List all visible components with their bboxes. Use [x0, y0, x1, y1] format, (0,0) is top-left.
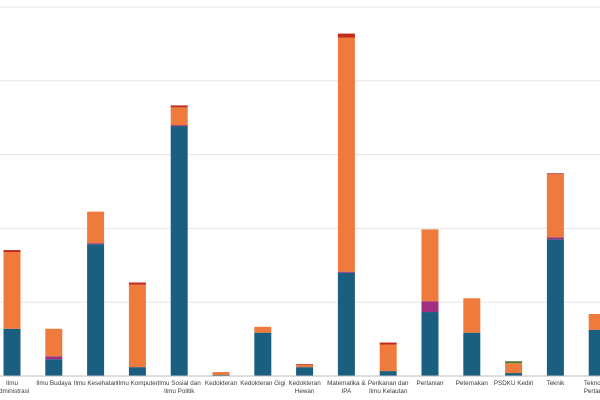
category-label: Hewan [295, 388, 315, 395]
bar-segment [421, 229, 439, 302]
bar-segment [128, 284, 146, 368]
bar-segment [128, 367, 146, 376]
category-label: Ilmu Sosial dan [158, 380, 202, 387]
category-label: Ilmu Kelautan [369, 388, 408, 395]
bar-segment [3, 250, 21, 253]
bar-segment [45, 328, 63, 357]
bar-stack [3, 250, 21, 376]
bar-segment [546, 239, 564, 376]
bar-segment [87, 244, 105, 376]
bar-segment [505, 373, 523, 376]
bar-stack [421, 229, 439, 376]
category-label: Kedokteran Gigi [240, 380, 285, 387]
bar-segment [463, 298, 481, 333]
bar-stack [87, 211, 105, 376]
bar-segment [170, 105, 188, 108]
bar-segment [128, 282, 146, 285]
bar-segment [379, 344, 397, 372]
category-label: IPA [342, 388, 352, 395]
bar-stack [128, 282, 146, 376]
bar-stack [212, 372, 230, 376]
bar-segment [588, 329, 600, 376]
bar-stack [296, 364, 314, 376]
category-label: Administrasi [0, 388, 29, 395]
category-label: Teknologi [584, 380, 600, 387]
bar-segment [546, 174, 564, 238]
bar-segment [87, 211, 105, 244]
bar-segment [212, 372, 230, 376]
bar-stack [588, 314, 600, 376]
bar-stack [505, 361, 523, 376]
bar-segment [170, 107, 188, 126]
bar-segment [296, 365, 314, 368]
bar-segment [296, 364, 314, 366]
bar-segment [379, 342, 397, 345]
bar-segment [254, 326, 272, 333]
category-label: Perikanan dan [368, 380, 409, 387]
bar-segment [546, 173, 564, 175]
bar-segment [505, 363, 523, 374]
bar-segment [254, 332, 272, 376]
bar-stack [463, 298, 481, 376]
bar-segment [3, 328, 21, 376]
bar-segment [3, 252, 21, 329]
bar-segment [87, 243, 105, 245]
bar-stack [379, 342, 397, 376]
bar-segment [546, 237, 564, 240]
category-label: Pertanian [584, 388, 600, 395]
bar-stack [337, 33, 355, 376]
bar-segment [588, 314, 600, 330]
category-label: Kedokteran [205, 380, 238, 387]
category-label: Teknik [546, 380, 565, 387]
bar-segment [170, 126, 188, 377]
category-label: Peternakan [456, 380, 489, 387]
category-label: Ilmu [6, 380, 18, 387]
bar-segment [463, 332, 481, 376]
category-label: PSDKU Kediri [494, 380, 534, 387]
bar-segment [45, 359, 63, 376]
bar-segment [337, 37, 355, 272]
bar-segment [421, 312, 439, 376]
category-label: Pertanian [417, 380, 444, 387]
category-label: Ilmu Budaya [36, 380, 71, 387]
bar-stack [546, 173, 564, 376]
category-label: Ilmu Komputer [117, 380, 158, 387]
bar-stack [254, 326, 272, 376]
category-label: Ilmu Politik [164, 388, 195, 395]
bar-stack [45, 328, 63, 376]
bar-segment [379, 371, 397, 376]
bar-segment [337, 33, 355, 38]
category-label: Matematika & [327, 380, 366, 387]
category-label: Kedokteran [288, 380, 321, 387]
bar-segment [45, 356, 63, 360]
bar-stack [170, 105, 188, 377]
bar-stacks [3, 33, 600, 377]
category-label: Ilmu Kesehatan [74, 380, 118, 387]
bar-segment [505, 361, 523, 364]
bar-segment [296, 367, 314, 376]
bar-segment [337, 272, 355, 376]
bar-segment [421, 301, 439, 313]
bar-segment [170, 125, 188, 127]
bar-segment [337, 271, 355, 273]
